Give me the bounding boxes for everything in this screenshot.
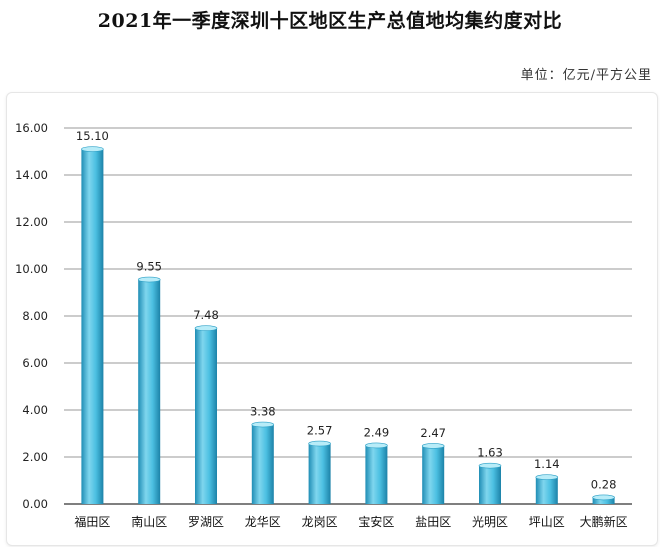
category-labels: 福田区 南山区 罗湖区 龙华区 龙岗区 宝安区 盐田区 光明区 坪山区 大鹏新区 (74, 514, 627, 529)
bar (479, 465, 501, 504)
bar (251, 424, 274, 504)
data-labels: 15.10 9.55 7.48 3.38 2.57 2.49 2.47 1.63 1.14 0.2… (76, 129, 616, 491)
category-label: 龙岗区 (302, 515, 338, 529)
bar (308, 443, 331, 504)
data-label: 1.14 (534, 457, 560, 471)
category-label: 大鹏新区 (580, 514, 628, 529)
category-label: 福田区 (74, 514, 110, 529)
bar (592, 497, 615, 504)
category-label: 宝安区 (358, 514, 394, 529)
data-label: 3.38 (250, 405, 276, 419)
bar (195, 328, 217, 504)
bar (422, 445, 445, 504)
category-label: 光明区 (472, 515, 508, 529)
bar-cap (251, 421, 275, 428)
bar-cap (365, 442, 388, 449)
data-label: 2.57 (307, 424, 333, 438)
category-label: 罗湖区 (188, 514, 224, 529)
data-label: 0.28 (591, 477, 617, 491)
y-tick-label: 16.00 (15, 121, 48, 135)
bar-cap (194, 325, 218, 332)
y-tick-label: 6.00 (22, 356, 48, 370)
chart-title: 2021年一季度深圳十区地区生产总值地均集约度对比 (97, 10, 563, 32)
bar-cap (137, 276, 161, 283)
data-label: 7.48 (193, 308, 219, 322)
y-tick-label: 0.00 (22, 497, 48, 511)
bar-cap (478, 462, 502, 469)
y-tick-label: 4.00 (22, 403, 48, 417)
y-tick-label: 14.00 (15, 168, 48, 182)
data-label: 15.10 (76, 129, 109, 143)
category-label: 坪山区 (529, 515, 565, 529)
bar-cap (592, 494, 615, 501)
category-label: 龙华区 (245, 515, 281, 529)
bar-cap (81, 146, 104, 152)
y-tick-label: 8.00 (22, 309, 48, 323)
unit-label: 单位：亿元/平方公里 (520, 68, 652, 83)
bar (535, 477, 558, 504)
data-label: 2.47 (420, 426, 446, 440)
data-label: 9.55 (136, 260, 162, 274)
bar (138, 279, 161, 504)
y-tick-label: 2.00 (22, 450, 48, 464)
category-label: 盐田区 (415, 515, 451, 529)
data-label: 1.63 (477, 446, 503, 460)
category-label: 南山区 (131, 514, 167, 529)
bar-cap (535, 474, 559, 481)
bar (365, 445, 388, 504)
data-label: 2.49 (364, 425, 390, 439)
chart-frame (6, 92, 658, 546)
y-tick-label: 10.00 (15, 262, 48, 276)
y-axis-tick-labels: 0.00 2.00 4.00 6.00 8.00 10.00 12.00 14.00 16.00 (15, 121, 48, 511)
bar-cap (421, 443, 445, 449)
bar-cap (308, 440, 331, 447)
bar (81, 149, 104, 504)
y-tick-label: 12.00 (15, 215, 48, 229)
bars (81, 146, 615, 504)
